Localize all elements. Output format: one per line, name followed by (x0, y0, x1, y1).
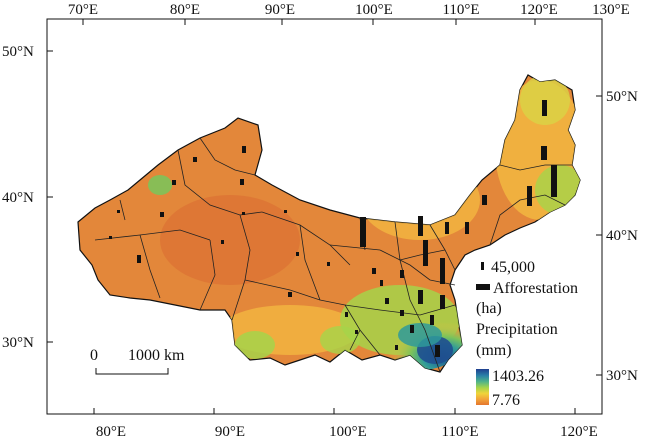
afforestation-bars (109, 100, 557, 357)
afforestation-bar (440, 258, 445, 284)
afforestation-legend-title: Afforestation (493, 280, 578, 297)
afforestation-legend-small-bar (481, 262, 484, 270)
left-tick-label: 40°N (2, 190, 34, 206)
right-tick-label: 50°N (606, 89, 638, 105)
afforestation-bar (327, 262, 330, 266)
bottom-tick-label: 80°E (96, 424, 126, 440)
afforestation-bar (242, 212, 245, 215)
afforestation-legend-value: 45,000 (491, 259, 535, 276)
afforestation-bar (527, 186, 532, 206)
afforestation-bar (109, 236, 112, 239)
province-boundaries (94, 137, 572, 373)
bottom-tick-label: 90°E (215, 424, 245, 440)
scale-bar-distance: 1000 km (128, 347, 185, 364)
afforestation-bar (380, 280, 383, 286)
top-tick-label: 70°E (68, 2, 98, 18)
afforestation-bar (423, 240, 428, 266)
right-axis-labels: 50°N 40°N 30°N (606, 89, 638, 384)
top-axis-labels: 70°E 80°E 90°E 100°E 110°E 120°E 130°E (68, 2, 630, 18)
afforestation-bar (172, 180, 176, 185)
afforestation-bar (372, 268, 376, 274)
afforestation-legend-unit: (ha) (476, 300, 502, 317)
afforestation-bar (242, 146, 246, 153)
top-tick-label: 130°E (592, 2, 630, 18)
afforestation-bar (395, 345, 398, 350)
afforestation-bar (160, 212, 164, 217)
scale-bar: 0 1000 km (90, 347, 185, 375)
afforestation-bar (221, 240, 224, 244)
map-frame (46, 18, 603, 415)
afforestation-bar (551, 165, 557, 197)
left-tick-label: 30°N (2, 335, 34, 351)
afforestation-bar (418, 216, 423, 236)
top-tick-label: 90°E (265, 2, 295, 18)
afforestation-bar (418, 290, 423, 304)
top-tick-label: 110°E (442, 2, 479, 18)
bottom-tick-label: 100°E (329, 424, 367, 440)
afforestation-legend: 45,000 Afforestation (ha) (476, 259, 578, 317)
top-tick-label: 120°E (520, 2, 558, 18)
afforestation-bar (193, 157, 197, 162)
afforestation-bar (284, 210, 287, 213)
afforestation-bar (542, 100, 547, 116)
afforestation-bar (385, 298, 389, 304)
afforestation-bar (117, 210, 120, 213)
afforestation-bar (355, 330, 358, 334)
afforestation-bar (288, 292, 292, 297)
afforestation-bar (482, 195, 487, 205)
precipitation-legend-title: Precipitation (476, 321, 558, 338)
afforestation-bar (137, 255, 141, 263)
afforestation-bar (465, 222, 469, 234)
precipitation-legend-unit: (mm) (476, 342, 512, 359)
afforestation-bar (541, 146, 547, 160)
scale-bar-zero: 0 (90, 347, 98, 364)
left-tick-label: 50°N (2, 44, 34, 60)
afforestation-bar (360, 217, 366, 247)
afforestation-bar (440, 295, 445, 309)
precipitation-legend-min: 7.76 (492, 392, 520, 409)
bottom-tick-label: 110°E (441, 424, 478, 440)
bottom-tick-label: 120°E (560, 424, 598, 440)
afforestation-bar (435, 345, 440, 357)
precipitation-legend-max: 1403.26 (492, 368, 544, 385)
afforestation-bar (345, 312, 348, 317)
precipitation-legend: Precipitation (mm) 1403.26 7.76 (476, 321, 558, 409)
left-axis-labels: 50°N 40°N 30°N (2, 44, 34, 351)
afforestation-bar (296, 252, 299, 256)
top-tick-label: 80°E (170, 2, 200, 18)
precipitation-color-bar (476, 369, 489, 405)
afforestation-bar (445, 222, 449, 234)
afforestation-bar (240, 179, 244, 185)
afforestation-bar (410, 325, 414, 333)
afforestation-bar (430, 315, 434, 325)
afforestation-bar (400, 270, 404, 278)
afforestation-bar (400, 310, 404, 316)
right-tick-label: 30°N (606, 368, 638, 384)
axis-ticks (47, 19, 602, 414)
afforestation-legend-large-bar (476, 284, 490, 290)
right-tick-label: 40°N (606, 228, 638, 244)
top-tick-label: 100°E (355, 2, 393, 18)
bottom-axis-labels: 80°E 90°E 100°E 110°E 120°E (96, 424, 598, 440)
